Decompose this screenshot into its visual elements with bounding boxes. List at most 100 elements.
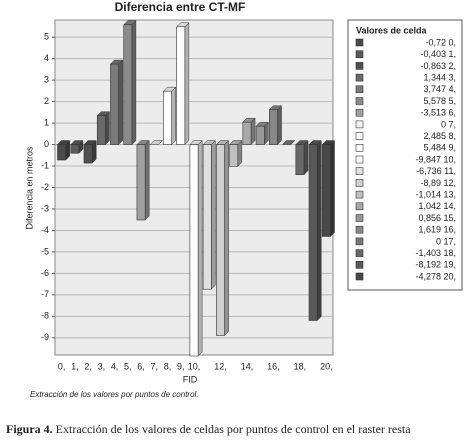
bar: [176, 26, 186, 145]
legend-label: -3,513 6,: [420, 108, 456, 118]
bar-side: [303, 139, 309, 176]
legend-swatch: [355, 225, 364, 234]
bar-top: [149, 140, 163, 145]
bar: [57, 144, 67, 161]
x-tick-label: 16,: [267, 361, 280, 371]
bar: [321, 144, 331, 237]
legend-label: 3,747 4,: [423, 84, 456, 94]
legend-swatch: [355, 202, 364, 211]
legend-swatch: [355, 155, 364, 164]
legend-swatch: [355, 260, 364, 269]
bar: [202, 144, 212, 290]
x-tick-label: 18,: [294, 361, 307, 371]
x-tick-label: 9,: [177, 361, 185, 371]
x-tick-label: 10,: [188, 361, 201, 371]
bar: [136, 144, 146, 221]
x-tick-label: 7,: [151, 361, 159, 371]
y-tick-label: 3: [44, 75, 49, 85]
legend-swatch: [355, 272, 364, 281]
legend-label: -0,863 2,: [420, 61, 456, 71]
bar-side: [197, 139, 203, 357]
caption-label: Figura 4.: [6, 422, 53, 436]
legend-swatch: [355, 249, 364, 257]
bar-side: [131, 20, 137, 146]
y-tick-label: -2: [41, 182, 49, 192]
x-tick-label: 1,: [71, 361, 79, 371]
bar-side: [118, 59, 123, 146]
bar: [242, 121, 252, 145]
bar: [70, 144, 80, 154]
legend-swatch: [355, 190, 364, 199]
bar-side: [105, 111, 110, 146]
y-tick-label: 4: [44, 53, 49, 63]
caption-text: Extracción de los valores de celdas por …: [56, 422, 412, 436]
legend-label: 1,042 14,: [418, 201, 456, 211]
bar-side: [250, 117, 256, 146]
bar: [110, 63, 119, 145]
y-tick-label: -5: [41, 246, 49, 256]
note: Extracción de los valores por puntos de …: [30, 390, 199, 399]
bar-top: [281, 140, 296, 145]
legend-label: -6,736 11,: [416, 166, 456, 176]
legend-swatch: [355, 214, 364, 222]
legend-swatch: [355, 38, 364, 47]
bar: [83, 144, 93, 164]
bar-side: [277, 105, 282, 146]
legend-swatch: [355, 97, 364, 105]
bar: [295, 144, 305, 175]
legend-swatch: [355, 132, 364, 140]
bar: [308, 144, 318, 321]
legend-swatch: [355, 237, 364, 246]
bar: [96, 115, 106, 145]
y-tick-label: 0: [44, 139, 49, 149]
bar: [216, 144, 225, 336]
legend-swatch: [355, 62, 364, 70]
x-tick-label: 4,: [111, 361, 119, 371]
legend-label: -8,192 19,: [415, 260, 456, 270]
y-tick-label: -9: [41, 332, 49, 342]
x-tick-label: 12,: [214, 361, 227, 371]
y-tick-label: 2: [44, 96, 49, 106]
bar-side: [224, 139, 229, 337]
legend-swatch: [355, 85, 364, 94]
bar: [255, 125, 265, 145]
x-tick-label: 8,: [164, 361, 172, 371]
legend-swatch: [355, 179, 364, 187]
legend-label: 5,484 9,: [423, 143, 456, 153]
legend-swatch: [355, 120, 364, 129]
x-axis-label: FID: [183, 374, 198, 384]
legend-label: 1,344 3,: [423, 72, 456, 82]
bar: [123, 24, 133, 145]
legend-swatch: [355, 108, 364, 117]
y-tick-label: -4: [41, 225, 49, 235]
bar-side: [237, 139, 243, 167]
bar-side: [144, 139, 150, 221]
caption: Figura 4. Extracción de los valores de c…: [6, 422, 411, 436]
bar-side: [211, 139, 216, 290]
bar-side: [316, 139, 322, 322]
bar-side: [171, 86, 176, 146]
legend-title: Valores de celda: [356, 25, 428, 35]
legend-swatch: [355, 144, 364, 152]
x-tick-label: 5,: [124, 361, 132, 371]
legend-box: [347, 19, 463, 291]
x-tick-label: 14,: [241, 361, 254, 371]
chart-title: Diferencia entre CT-MF: [115, 0, 246, 14]
y-axis-label: Diferencia en metros: [24, 146, 34, 230]
legend-label: -8,89 12,: [420, 178, 456, 188]
legend-label: -4,278 20,: [415, 271, 456, 281]
bar-side: [184, 22, 190, 146]
legend-label: 0 17,: [436, 236, 456, 246]
y-tick-label: -3: [41, 203, 49, 213]
legend-label: -1,403 18,: [415, 248, 456, 258]
x-tick-label: 3,: [98, 361, 106, 371]
legend-swatch: [355, 73, 364, 82]
bar-side: [330, 139, 335, 238]
legend-label: 1,619 16,: [418, 225, 456, 235]
legend-swatch: [355, 50, 364, 59]
y-tick-label: 5: [44, 32, 49, 42]
x-tick-label: 20,: [320, 361, 333, 371]
legend-label: -1,014 13,: [415, 189, 456, 199]
legend-label: 2,485 8,: [423, 131, 456, 141]
